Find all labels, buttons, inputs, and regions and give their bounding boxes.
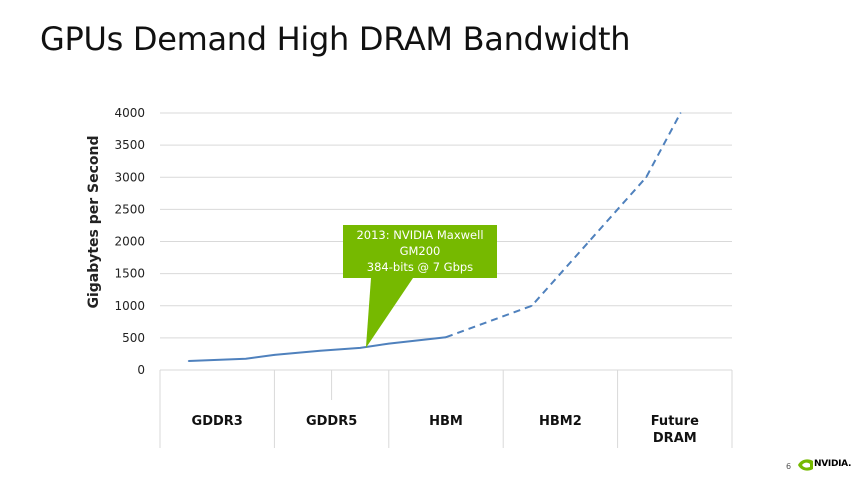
series-lines (187, 112, 682, 363)
category-label: GDDR5 (306, 414, 357, 429)
category-label: HBM (429, 414, 463, 429)
data-point (359, 347, 362, 349)
callout-box (343, 225, 497, 278)
y-tick-label: 500 (122, 331, 145, 345)
projected-series-line (445, 112, 682, 339)
category-label: GDDR3 (192, 414, 243, 429)
y-tick-label: 2000 (114, 235, 145, 249)
data-point (187, 360, 190, 362)
callout-text-line: 2013: NVIDIA Maxwell (356, 228, 483, 242)
data-point (319, 349, 321, 352)
category-label: HBM2 (539, 414, 582, 429)
y-tick-label: 3000 (114, 170, 145, 184)
slide-title: GPUs Demand High DRAM Bandwidth (40, 20, 631, 58)
data-point (273, 354, 276, 356)
page-number: 6 (786, 462, 792, 471)
y-tick-label: 0 (137, 363, 145, 377)
data-point (531, 304, 533, 307)
data-point (388, 342, 390, 345)
category-label: Future DRAM (651, 414, 699, 446)
callout-pointer (365, 278, 413, 348)
y-axis-ticks: 0 500 1000 1500 2000 2500 3000 3500 4000 (114, 106, 145, 377)
callout-text-line: 384-bits @ 7 Gbps (367, 260, 473, 274)
data-point (245, 357, 247, 360)
nvidia-logo-icon (798, 459, 813, 471)
y-tick-label: 1000 (114, 299, 145, 313)
y-tick-label: 4000 (114, 106, 145, 120)
y-tick-label: 2500 (114, 202, 145, 216)
callout: 2013: NVIDIA Maxwell GM200 384-bits @ 7 Gb… (343, 225, 497, 348)
historical-series-line (188, 336, 447, 363)
data-point (588, 240, 590, 243)
data-point (645, 176, 647, 179)
data-point (679, 112, 682, 114)
callout-text-line: GM200 (400, 244, 441, 258)
nvidia-logo-text: NVIDIA. (814, 459, 852, 469)
x-axis-categories: GDDR3 GDDR5 HBM HBM2 Future DRAM (159, 370, 733, 448)
y-tick-label: 1500 (114, 267, 145, 281)
y-axis-label: Gigabytes per Second (86, 135, 102, 308)
data-point (445, 336, 447, 339)
y-tick-label: 3500 (114, 138, 145, 152)
